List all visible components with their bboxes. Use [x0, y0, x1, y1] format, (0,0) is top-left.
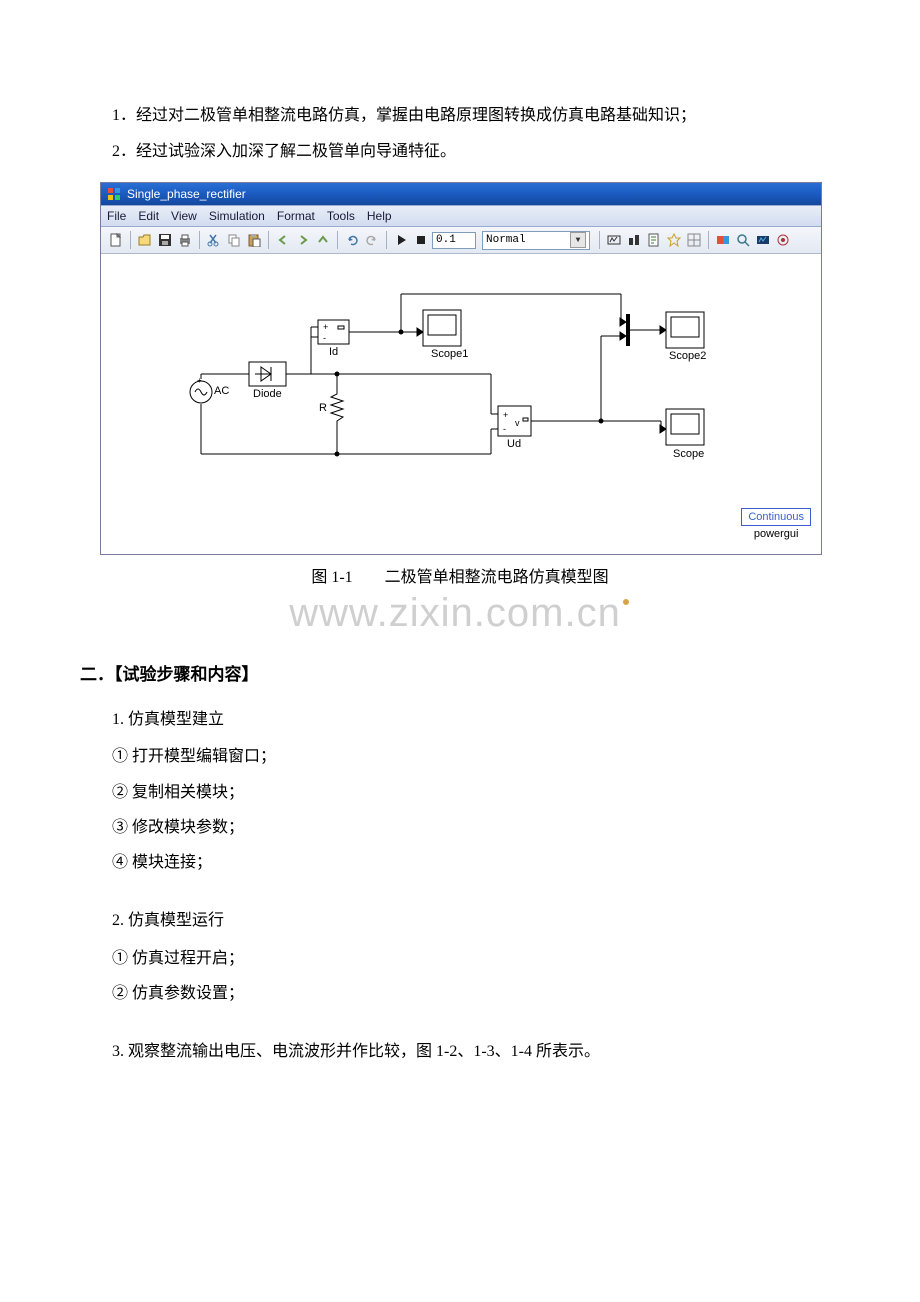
simulink-window: Single_phase_rectifier File Edit View Si… [100, 182, 822, 555]
new-file-icon[interactable] [107, 231, 125, 249]
svg-text:-: - [323, 333, 326, 343]
up-icon[interactable] [314, 231, 332, 249]
tool-icon-6[interactable] [714, 231, 732, 249]
step-1b: ② 复制相关模块； [80, 775, 840, 810]
save-icon[interactable] [156, 231, 174, 249]
tool-icon-7[interactable] [734, 231, 752, 249]
powergui-mode: Continuous [741, 508, 811, 526]
menu-help[interactable]: Help [367, 209, 392, 223]
label-scope1: Scope1 [431, 348, 468, 360]
tool-icon-3[interactable] [645, 231, 663, 249]
svg-text:-: - [503, 424, 506, 434]
paste-icon[interactable] [245, 231, 263, 249]
step-2b: ② 仿真参数设置； [80, 976, 840, 1011]
tool-icon-1[interactable] [605, 231, 623, 249]
step-1a: ① 打开模型编辑窗口； [80, 739, 840, 774]
undo-icon[interactable] [343, 231, 361, 249]
label-scope2: Scope2 [669, 350, 706, 362]
tool-icon-8[interactable] [754, 231, 772, 249]
tool-icon-9[interactable] [774, 231, 792, 249]
watermark: www.zixin.com.cn [80, 591, 840, 636]
svg-text:v: v [515, 418, 520, 428]
play-icon[interactable] [392, 231, 410, 249]
step-2: 2. 仿真模型运行 [80, 902, 840, 940]
back-icon[interactable] [274, 231, 292, 249]
watermark-dot-icon [623, 599, 629, 605]
model-canvas[interactable]: + + - + - v [101, 254, 821, 554]
cut-icon[interactable] [205, 231, 223, 249]
svg-text:+: + [197, 376, 202, 385]
toolbar: 0.1 Normal ▼ [101, 227, 821, 254]
stop-icon[interactable] [412, 231, 430, 249]
menu-edit[interactable]: Edit [138, 209, 159, 223]
svg-text:+: + [503, 410, 508, 420]
menu-simulation[interactable]: Simulation [209, 209, 265, 223]
tool-icon-5[interactable] [685, 231, 703, 249]
step-1d: ④ 模块连接； [80, 845, 840, 880]
open-file-icon[interactable] [136, 231, 154, 249]
redo-icon[interactable] [363, 231, 381, 249]
stoptime-input[interactable]: 0.1 [432, 232, 476, 249]
menu-tools[interactable]: Tools [327, 209, 355, 223]
step-1: 1. 仿真模型建立 [80, 701, 840, 739]
menu-file[interactable]: File [107, 209, 126, 223]
menu-format[interactable]: Format [277, 209, 315, 223]
powergui-label: powergui [741, 528, 811, 540]
menu-view[interactable]: View [171, 209, 197, 223]
copy-icon[interactable] [225, 231, 243, 249]
powergui-block[interactable]: Continuous powergui [741, 508, 811, 540]
mode-select-value: Normal [486, 234, 526, 246]
window-titlebar: Single_phase_rectifier [101, 183, 821, 205]
simulink-app-icon [107, 187, 121, 201]
window-title: Single_phase_rectifier [127, 187, 246, 201]
svg-text:+: + [323, 322, 328, 332]
tool-icon-4[interactable] [665, 231, 683, 249]
step-2a: ① 仿真过程开启； [80, 941, 840, 976]
dropdown-arrow-icon: ▼ [570, 232, 586, 248]
label-diode: Diode [253, 388, 282, 400]
print-icon[interactable] [176, 231, 194, 249]
label-r: R [319, 402, 327, 414]
figure-caption: 图 1-1 二极管单相整流电路仿真模型图 [80, 563, 840, 587]
step-1c: ③ 修改模块参数； [80, 810, 840, 845]
intro-para-1: 1．经过对二极管单相整流电路仿真，掌握由电路原理图转换成仿真电路基础知识； [80, 100, 840, 132]
forward-icon[interactable] [294, 231, 312, 249]
label-id: Id [329, 346, 338, 358]
label-ac: AC [214, 385, 229, 397]
menubar: File Edit View Simulation Format Tools H… [101, 205, 821, 227]
mode-select[interactable]: Normal ▼ [482, 231, 590, 250]
section-2-heading: 二．【试验步骤和内容】 [80, 660, 840, 685]
label-ud: Ud [507, 438, 521, 450]
label-scope: Scope [673, 448, 704, 460]
intro-para-2: 2．经过试验深入加深了解二极管单向导通特征。 [80, 136, 840, 168]
step-3: 3. 观察整流输出电压、电流波形并作比较，图 1-2、1-3、1-4 所表示。 [80, 1033, 840, 1071]
tool-icon-2[interactable] [625, 231, 643, 249]
